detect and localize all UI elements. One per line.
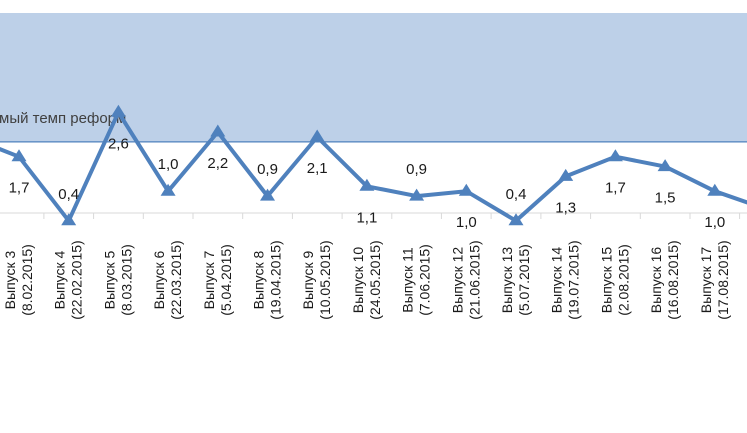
data-label-11: 0,4	[506, 186, 527, 203]
target-band-label: мый темп реформ	[0, 110, 126, 127]
x-category-8: Выпуск 10 (24.05.2015)	[350, 240, 383, 319]
x-category-date: (8.03.2015)	[118, 244, 134, 316]
data-point-11	[508, 213, 524, 226]
x-category-title: Выпуск 12	[449, 247, 465, 314]
x-category-date: (8.02.2015)	[19, 244, 35, 316]
data-point-3	[110, 104, 126, 117]
data-label-3: 2,6	[108, 135, 129, 152]
x-category-title: Выпуск 7	[201, 250, 217, 309]
data-label-9: 0,9	[406, 161, 427, 178]
x-category-12: Выпуск 14 (19.07.2015)	[549, 240, 582, 319]
x-category-1: Выпуск 3 (8.02.2015)	[2, 244, 35, 316]
x-category-date: (19.04.2015)	[268, 240, 284, 319]
x-category-13: Выпуск 15 (2.08.2015)	[598, 244, 631, 316]
data-label-15: 1,0	[704, 214, 725, 231]
x-category-date: (10.05.2015)	[317, 240, 333, 319]
x-category-date: (7.06.2015)	[417, 244, 433, 316]
x-category-title: Выпуск 15	[598, 247, 614, 314]
data-point-5	[210, 124, 226, 137]
data-label-5: 2,2	[207, 155, 228, 172]
data-point-7	[309, 129, 325, 142]
data-point-1	[11, 149, 27, 162]
x-category-date: (24.05.2015)	[367, 240, 383, 319]
x-axis-ticks	[43, 213, 741, 219]
x-category-date: (16.08.2015)	[665, 240, 681, 319]
data-point-4	[160, 183, 176, 196]
series-layer	[0, 104, 747, 226]
x-category-4: Выпуск 6 (22.03.2015)	[151, 240, 184, 319]
x-category-title: Выпуск 11	[400, 247, 416, 313]
data-point-8	[359, 178, 375, 191]
x-category-date: (5.04.2015)	[218, 244, 234, 316]
data-point-13	[607, 149, 623, 162]
data-point-14	[657, 159, 673, 172]
x-category-date: (19.07.2015)	[566, 240, 582, 319]
x-category-9: Выпуск 11 (7.06.2015)	[400, 244, 433, 316]
x-category-title: Выпуск 17	[698, 247, 714, 314]
x-category-date: (22.03.2015)	[168, 240, 184, 319]
data-label-7: 2,1	[307, 160, 328, 177]
x-axis-labels: Выпуск 3 (8.02.2015) Выпуск 4 (22.02.2015) В…	[2, 240, 731, 319]
x-category-date: (22.02.2015)	[69, 240, 85, 319]
x-category-3: Выпуск 5 (8.03.2015)	[101, 244, 134, 316]
x-category-title: Выпуск 5	[101, 250, 117, 309]
x-category-title: Выпуск 16	[648, 247, 664, 314]
data-label-14: 1,5	[655, 190, 676, 207]
data-label-2: 0,4	[58, 186, 79, 203]
x-category-date: (17.08.2015)	[715, 240, 731, 319]
x-category-title: Выпуск 10	[350, 247, 366, 314]
x-category-2: Выпуск 4 (22.02.2015)	[52, 240, 85, 319]
x-category-date: (2.08.2015)	[615, 244, 631, 316]
data-label-6: 0,9	[257, 161, 278, 178]
data-label-1: 1,7	[9, 180, 30, 197]
data-point-12	[558, 168, 574, 181]
x-category-title: Выпуск 3	[2, 250, 18, 309]
x-category-10: Выпуск 12 (21.06.2015)	[449, 240, 482, 319]
data-point-2	[61, 213, 77, 226]
x-category-5: Выпуск 7 (5.04.2015)	[201, 244, 234, 316]
data-label-13: 1,7	[605, 180, 626, 197]
data-labels: 1,7 0,4 2,6 1,0 2,2 0,9 2,1 1,1 0,9 1,0 0,4 1,3 1,7 1…	[9, 135, 726, 231]
x-category-title: Выпуск 14	[549, 247, 565, 314]
data-label-10: 1,0	[456, 214, 477, 231]
data-label-4: 1,0	[158, 156, 179, 173]
x-category-title: Выпуск 13	[499, 247, 515, 314]
x-category-6: Выпуск 8 (19.04.2015)	[251, 240, 284, 319]
x-category-15: Выпуск 17 (17.08.2015)	[698, 240, 731, 319]
x-category-7: Выпуск 9 (10.05.2015)	[300, 240, 333, 319]
x-category-11: Выпуск 13 (5.07.2015)	[499, 244, 532, 316]
x-category-title: Выпуск 4	[52, 250, 68, 309]
x-category-14: Выпуск 16 (16.08.2015)	[648, 240, 681, 319]
data-label-12: 1,3	[555, 199, 576, 216]
data-point-9	[409, 188, 425, 201]
x-category-title: Выпуск 9	[300, 250, 316, 309]
x-category-title: Выпуск 6	[151, 250, 167, 309]
x-category-date: (21.06.2015)	[466, 240, 482, 319]
data-point-10	[458, 183, 474, 196]
x-category-title: Выпуск 8	[251, 250, 267, 309]
data-point-6	[260, 188, 275, 201]
data-label-8: 1,1	[356, 209, 377, 226]
x-category-date: (5.07.2015)	[516, 244, 532, 316]
data-point-15	[707, 183, 723, 196]
